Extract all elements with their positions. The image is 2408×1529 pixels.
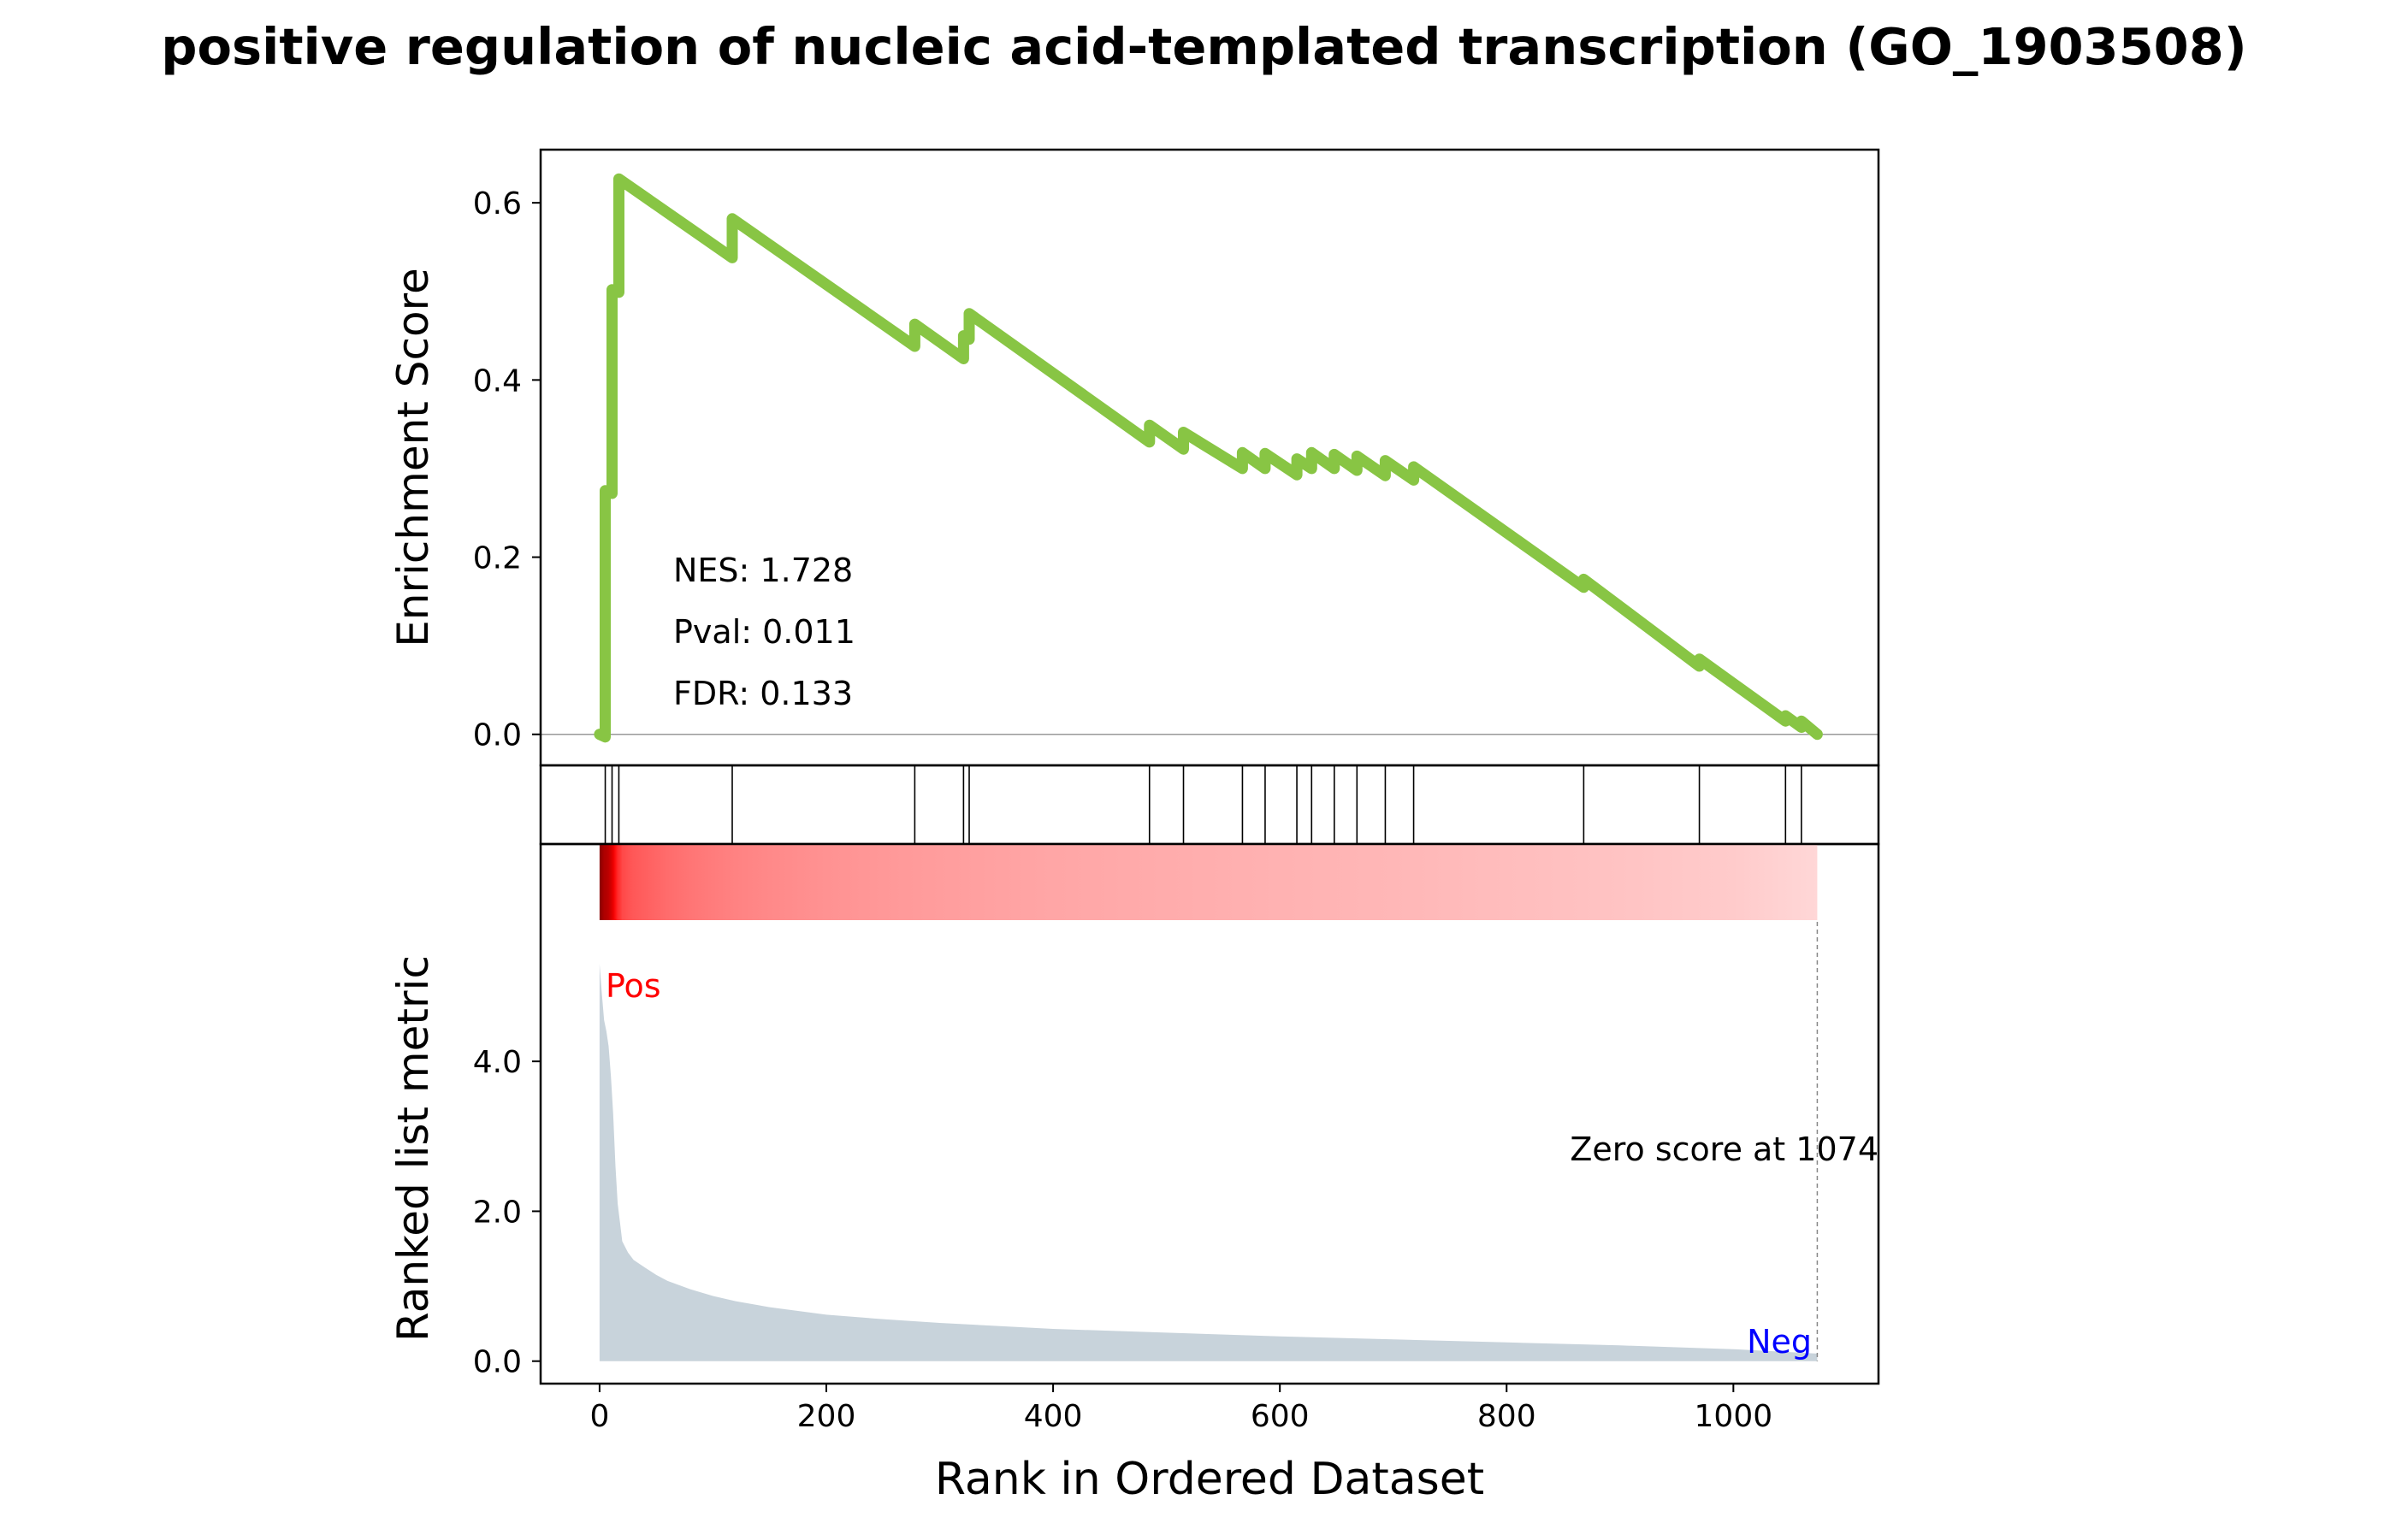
hit-markers [604, 765, 1802, 844]
metric-y-tick-label: 2.0 [473, 1195, 522, 1230]
metric-y-tick-label: 0.0 [473, 1345, 522, 1380]
pos-label: Pos [606, 967, 661, 1005]
pval-stat: Pval: 0.011 [673, 613, 855, 651]
es-series-line-0 [594, 173, 1823, 743]
es-y-tick-label: 0.0 [473, 718, 522, 753]
x-axis-ticks: 0 200 400 600 800 1000 [589, 1384, 1772, 1434]
fdr-stat: FDR: 0.133 [673, 675, 853, 712]
x-axis-label: Rank in Ordered Dataset [935, 1454, 1484, 1505]
es-series-group [594, 173, 1823, 743]
heat-strip [599, 844, 1818, 920]
es-y-label: Enrichment Score [388, 268, 438, 647]
zero-score-label: Zero score at 1074 [1570, 1131, 1878, 1168]
es-y-tick-label: 0.2 [473, 541, 522, 576]
es-y-ticks: 0.0 0.2 0.4 0.6 [473, 186, 541, 753]
metric-frame [539, 842, 1880, 1385]
hits-panel [539, 764, 1880, 846]
x-tick-label: 0 [589, 1399, 609, 1434]
es-panel: 0.0 0.2 0.4 0.6 NES: 1.728 Pval: 0.011 FDR:… [388, 148, 1880, 767]
es-y-tick-label: 0.6 [473, 186, 522, 221]
chart-title: positive regulation of nucleic acid-temp… [161, 17, 2247, 76]
metric-y-label: Ranked list metric [388, 955, 438, 1342]
nes-stat: NES: 1.728 [673, 552, 853, 589]
x-tick-label: 200 [797, 1399, 856, 1434]
hits-frame [539, 764, 1880, 846]
metric-panel: Zero score at 1074 Pos Neg 0.0 2.0 4.0 Ran… [388, 842, 1880, 1385]
x-tick-label: 1000 [1695, 1399, 1773, 1434]
x-tick-label: 400 [1024, 1399, 1083, 1434]
neg-label: Neg [1747, 1323, 1812, 1361]
x-tick-label: 800 [1477, 1399, 1536, 1434]
metric-y-ticks: 0.0 2.0 4.0 [473, 1045, 541, 1380]
es-y-tick-label: 0.4 [473, 363, 522, 398]
metric-area-group [599, 964, 1818, 1361]
es-frame [539, 148, 1880, 767]
x-tick-label: 600 [1251, 1399, 1310, 1434]
metric-area [599, 964, 1818, 1361]
metric-y-tick-label: 4.0 [473, 1045, 522, 1080]
